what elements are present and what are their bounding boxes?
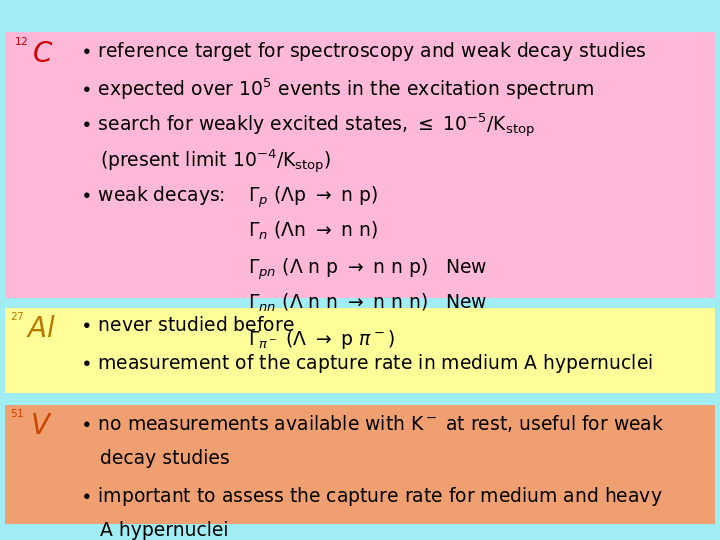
Text: $\it{Al}$: $\it{Al}$ [26,315,56,343]
Bar [5,405,70,524]
Text: $\bullet$ measurement of the capture rate in medium A hypernuclei: $\bullet$ measurement of the capture rat… [80,352,653,375]
Text: $\bullet$ never studied before: $\bullet$ never studied before [80,316,294,335]
Text: (present limit 10$^{-4}$/K$_\mathrm{stop}$): (present limit 10$^{-4}$/K$_\mathrm{stop… [100,148,331,176]
Text: $\Gamma_p$ ($\Lambda$p $\rightarrow$ n p): $\Gamma_p$ ($\Lambda$p $\rightarrow$ n p… [248,184,378,210]
Bar [5,308,70,393]
Text: $\bullet$ important to assess the capture rate for medium and heavy: $\bullet$ important to assess the captur… [80,485,662,508]
Bar [5,32,70,298]
Text: $^{51}$: $^{51}$ [10,410,24,425]
Text: $\it{C}$: $\it{C}$ [32,40,53,68]
Text: $\it{V}$: $\it{V}$ [30,412,53,440]
Text: $\Gamma_{pn}$ ($\Lambda$ n p $\rightarrow$ n n p)   New: $\Gamma_{pn}$ ($\Lambda$ n p $\rightarro… [248,256,487,281]
Bar [70,308,715,393]
Text: $\Gamma_{\pi^-}$ ($\Lambda$ $\rightarrow$ p $\pi^-$): $\Gamma_{\pi^-}$ ($\Lambda$ $\rightarrow… [248,328,395,351]
Text: decay studies: decay studies [100,449,230,468]
Text: $\Gamma_n$ ($\Lambda$n $\rightarrow$ n n): $\Gamma_n$ ($\Lambda$n $\rightarrow$ n n… [248,220,378,242]
Text: $\bullet$ no measurements available with K$^-$ at rest, useful for weak: $\bullet$ no measurements available with… [80,413,665,434]
Text: $\bullet$ expected over 10$^5$ events in the excitation spectrum: $\bullet$ expected over 10$^5$ events in… [80,76,595,102]
Text: A hypernuclei: A hypernuclei [100,521,228,540]
Bar [70,405,715,524]
Text: $^{27}$: $^{27}$ [10,313,24,328]
Text: $^{12}$: $^{12}$ [14,38,29,53]
Bar [70,32,715,298]
Text: $\bullet$ reference target for spectroscopy and weak decay studies: $\bullet$ reference target for spectrosc… [80,40,647,63]
Text: $\Gamma_{nn}$ ($\Lambda$ n n $\rightarrow$ n n n)   New: $\Gamma_{nn}$ ($\Lambda$ n n $\rightarro… [248,292,487,314]
Text: $\bullet$ weak decays:: $\bullet$ weak decays: [80,184,225,207]
Text: $\bullet$ search for weakly excited states, $\leq$ 10$^{-5}$/K$_\mathrm{stop}$: $\bullet$ search for weakly excited stat… [80,112,535,140]
